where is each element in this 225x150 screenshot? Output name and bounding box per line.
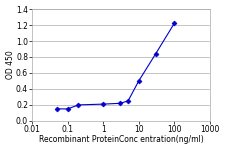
X-axis label: Recombinant ProteinConc entration(ng/ml): Recombinant ProteinConc entration(ng/ml)	[39, 135, 203, 144]
Y-axis label: OD 450: OD 450	[6, 51, 15, 79]
